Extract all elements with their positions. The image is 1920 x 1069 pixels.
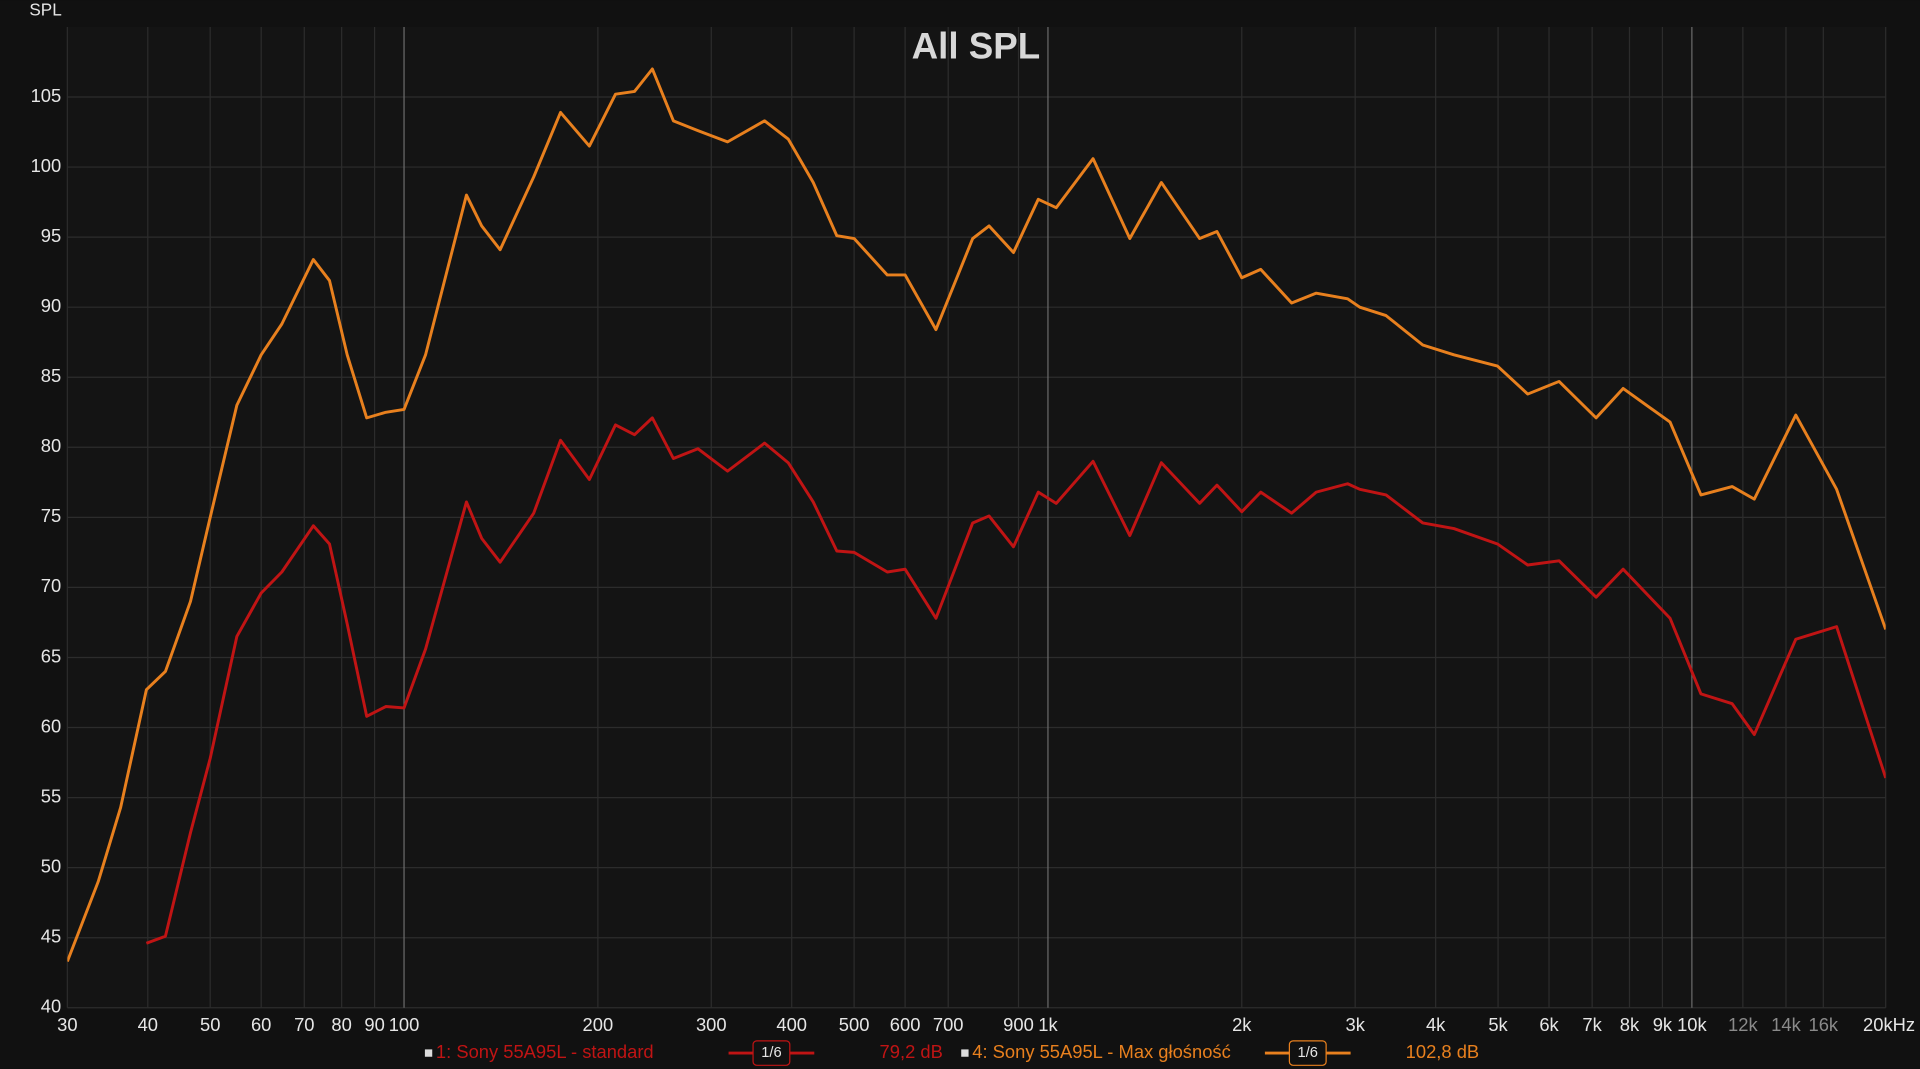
legend-smoothing: 1/6 [1298,1045,1318,1061]
legend-level: 102,8 dB [1406,1041,1480,1062]
x-tick-label: 400 [776,1014,807,1035]
x-tick-label: 16k [1809,1014,1839,1035]
y-tick-label: 60 [41,715,61,736]
legend-level: 79,2 dB [880,1041,943,1062]
legend-checkbox [424,1049,433,1057]
x-tick-label: 600 [890,1014,921,1035]
y-tick-label: 45 [41,926,61,947]
x-tick-label: 200 [583,1014,614,1035]
x-tick-label: 100 [389,1014,420,1035]
y-tick-label: 95 [41,225,61,246]
x-tick-label: 70 [294,1014,314,1035]
x-tick-label: 500 [839,1014,870,1035]
x-tick-label: 4k [1426,1014,1446,1035]
chart-title: All SPL [912,26,1041,67]
x-tick-label: 30 [57,1014,77,1035]
x-tick-label: 2k [1232,1014,1252,1035]
y-tick-label: 75 [41,505,61,526]
x-tick-label: 10k [1677,1014,1707,1035]
x-tick-label: 1k [1038,1014,1058,1035]
legend-checkbox [961,1049,969,1057]
y-tick-label: 40 [41,996,61,1017]
legend-smoothing: 1/6 [761,1045,781,1061]
y-tick-label: 90 [41,295,61,316]
x-tick-label: 5k [1488,1014,1508,1035]
y-tick-label: 50 [41,855,61,876]
x-tick-label: 300 [696,1014,727,1035]
smoothing-box [1288,1040,1327,1066]
smoothing-box [752,1040,791,1066]
x-tick-label: 14k [1771,1014,1801,1035]
x-tick-label: 50 [200,1014,220,1035]
x-tick-label: 6k [1539,1014,1559,1035]
series-line [145,416,1886,945]
x-tick-label: 12k [1728,1014,1758,1035]
y-tick-label: 55 [41,785,61,806]
x-tick-label: 700 [933,1014,964,1035]
legend-name: 4: Sony 55A95L - Max głośność [972,1041,1231,1062]
series-line [67,67,1886,963]
y-tick-label: 85 [41,365,61,386]
y-tick-label: 65 [41,645,61,666]
y-axis-label: SPL [29,0,61,20]
x-tick-label: 3k [1345,1014,1365,1035]
y-tick-label: 105 [31,85,62,106]
y-tick-label: 100 [31,155,62,176]
x-tick-label: 80 [331,1014,351,1035]
y-tick-label: 80 [41,435,61,456]
y-tick-label: 70 [41,575,61,596]
x-tick-label: 7k [1582,1014,1602,1035]
x-tick-label: 8k [1620,1014,1640,1035]
x-tick-label: 90 [364,1014,384,1035]
x-tick-label: 20kHz [1863,1014,1915,1035]
x-tick-label: 900 [1003,1014,1034,1035]
x-tick-label: 40 [138,1014,158,1035]
x-tick-label: 60 [251,1014,271,1035]
legend-name: 1: Sony 55A95L - standard [436,1041,654,1062]
x-tick-label: 9k [1653,1014,1673,1035]
